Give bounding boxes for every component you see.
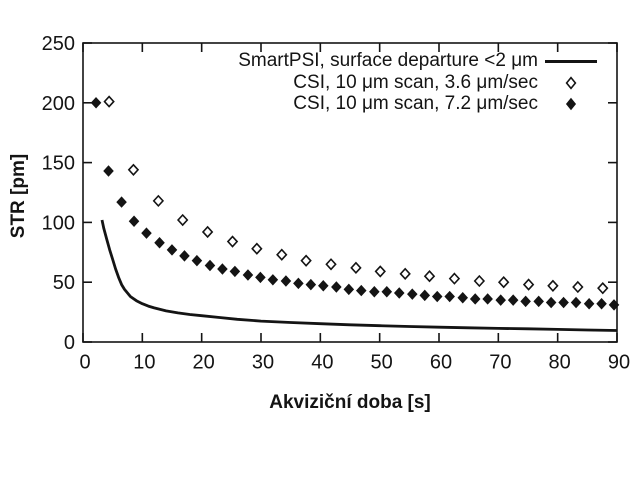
open-diamond-icon (538, 75, 604, 91)
data-point-marker (558, 296, 569, 309)
data-point-marker (251, 242, 263, 255)
data-point-marker (522, 278, 535, 291)
data-point-marker (596, 297, 607, 310)
data-point-marker (217, 263, 228, 275)
data-point-marker (305, 278, 317, 291)
data-point-marker (520, 295, 531, 308)
data-point-marker (204, 259, 216, 272)
legend-label-smartpsi: SmartPSI, surface departure <2 μm (238, 50, 538, 71)
data-point-marker (242, 269, 254, 281)
data-point-marker (570, 296, 582, 309)
data-point-marker (116, 196, 127, 208)
legend-label-csi-72: CSI, 10 μm scan, 7.2 μm/sec (293, 93, 538, 114)
solid-line-icon (538, 59, 604, 63)
series-line (100, 219, 618, 332)
data-point-marker (533, 295, 544, 308)
data-point-marker (473, 274, 486, 288)
data-point-marker (154, 236, 165, 249)
x-tick-label: 90 (608, 352, 630, 374)
data-point-marker (431, 290, 443, 303)
data-point-marker (608, 299, 620, 311)
data-point-marker (399, 267, 411, 281)
data-point-marker (448, 272, 461, 285)
y-tick-label: 200 (42, 93, 75, 115)
x-axis-title: Akviziční doba [s] (269, 392, 431, 413)
data-point-marker (545, 296, 557, 309)
y-axis-title: STR [pm] (8, 153, 29, 239)
data-point-marker (350, 261, 362, 275)
data-point-marker (583, 297, 595, 310)
y-tick-label: 250 (42, 33, 75, 55)
legend-label-csi-36: CSI, 10 μm scan, 3.6 μm/sec (293, 72, 538, 93)
data-point-marker (497, 276, 510, 289)
data-point-marker (482, 293, 493, 305)
x-tick-label: 20 (193, 352, 215, 374)
data-point-marker (293, 277, 304, 290)
data-point-marker (374, 265, 386, 278)
data-point-marker (331, 281, 342, 293)
data-point-marker (267, 274, 279, 286)
axes-layer: 0 10 20 30 40 50 60 70 80 90 0 50 100 150 200 250 (42, 33, 631, 374)
x-tick-label: 70 (489, 352, 511, 374)
data-point-marker (201, 225, 214, 239)
data-point-marker (393, 287, 405, 299)
data-point-marker (127, 163, 140, 176)
data-point-marker (152, 194, 165, 208)
data-point-marker (325, 258, 337, 271)
filled-diamond-icon (538, 96, 604, 112)
data-point-marker (318, 280, 329, 292)
data-point-marker (343, 283, 355, 296)
y-tick-label: 50 (53, 272, 75, 294)
data-point-marker (276, 248, 288, 261)
legend-item-smartpsi: SmartPSI, surface departure <2 μm (238, 50, 604, 72)
y-tick-label: 100 (42, 212, 75, 234)
x-tick-label: 50 (371, 352, 393, 374)
series-layer (90, 95, 620, 332)
legend-item-csi-36: CSI, 10 μm scan, 3.6 μm/sec (293, 72, 604, 94)
data-point-marker (495, 294, 506, 306)
data-point-marker (103, 165, 114, 177)
y-tick-label: 150 (42, 153, 75, 175)
data-point-marker (226, 235, 239, 248)
data-point-marker (229, 265, 241, 278)
data-point-marker (103, 95, 115, 108)
data-point-marker (191, 254, 203, 267)
legend-item-csi-72: CSI, 10 μm scan, 7.2 μm/sec (293, 93, 604, 115)
data-point-marker (444, 290, 455, 303)
data-point-marker (179, 250, 190, 262)
data-point-marker (547, 279, 559, 292)
data-point-marker (469, 293, 481, 305)
data-point-marker (90, 97, 102, 109)
x-tick-label: 80 (549, 352, 571, 374)
series-2 (90, 97, 620, 311)
data-point-marker (407, 288, 418, 300)
y-tick-label: 0 (64, 332, 75, 354)
data-point-marker (355, 284, 367, 297)
data-point-marker (507, 294, 519, 306)
data-point-marker (141, 227, 152, 239)
data-point-marker (176, 213, 189, 227)
x-tick-label: 40 (311, 352, 333, 374)
data-point-marker (280, 275, 292, 287)
x-tick-label: 0 (79, 352, 90, 374)
data-point-marker (128, 215, 140, 227)
series-1 (103, 95, 609, 295)
data-point-marker (255, 271, 266, 284)
data-point-marker (423, 270, 436, 283)
data-point-marker (381, 286, 393, 298)
data-point-marker (369, 286, 380, 298)
x-tick-label: 30 (252, 352, 274, 374)
data-point-marker (457, 292, 469, 304)
data-point-marker (419, 289, 431, 302)
data-point-marker (597, 281, 609, 295)
series-0 (100, 219, 618, 332)
data-point-marker (572, 280, 584, 294)
x-tick-label: 10 (133, 352, 155, 374)
plot-border (82, 42, 618, 343)
x-tick-label: 60 (430, 352, 452, 374)
data-point-marker (166, 244, 178, 256)
data-point-marker (300, 254, 312, 267)
